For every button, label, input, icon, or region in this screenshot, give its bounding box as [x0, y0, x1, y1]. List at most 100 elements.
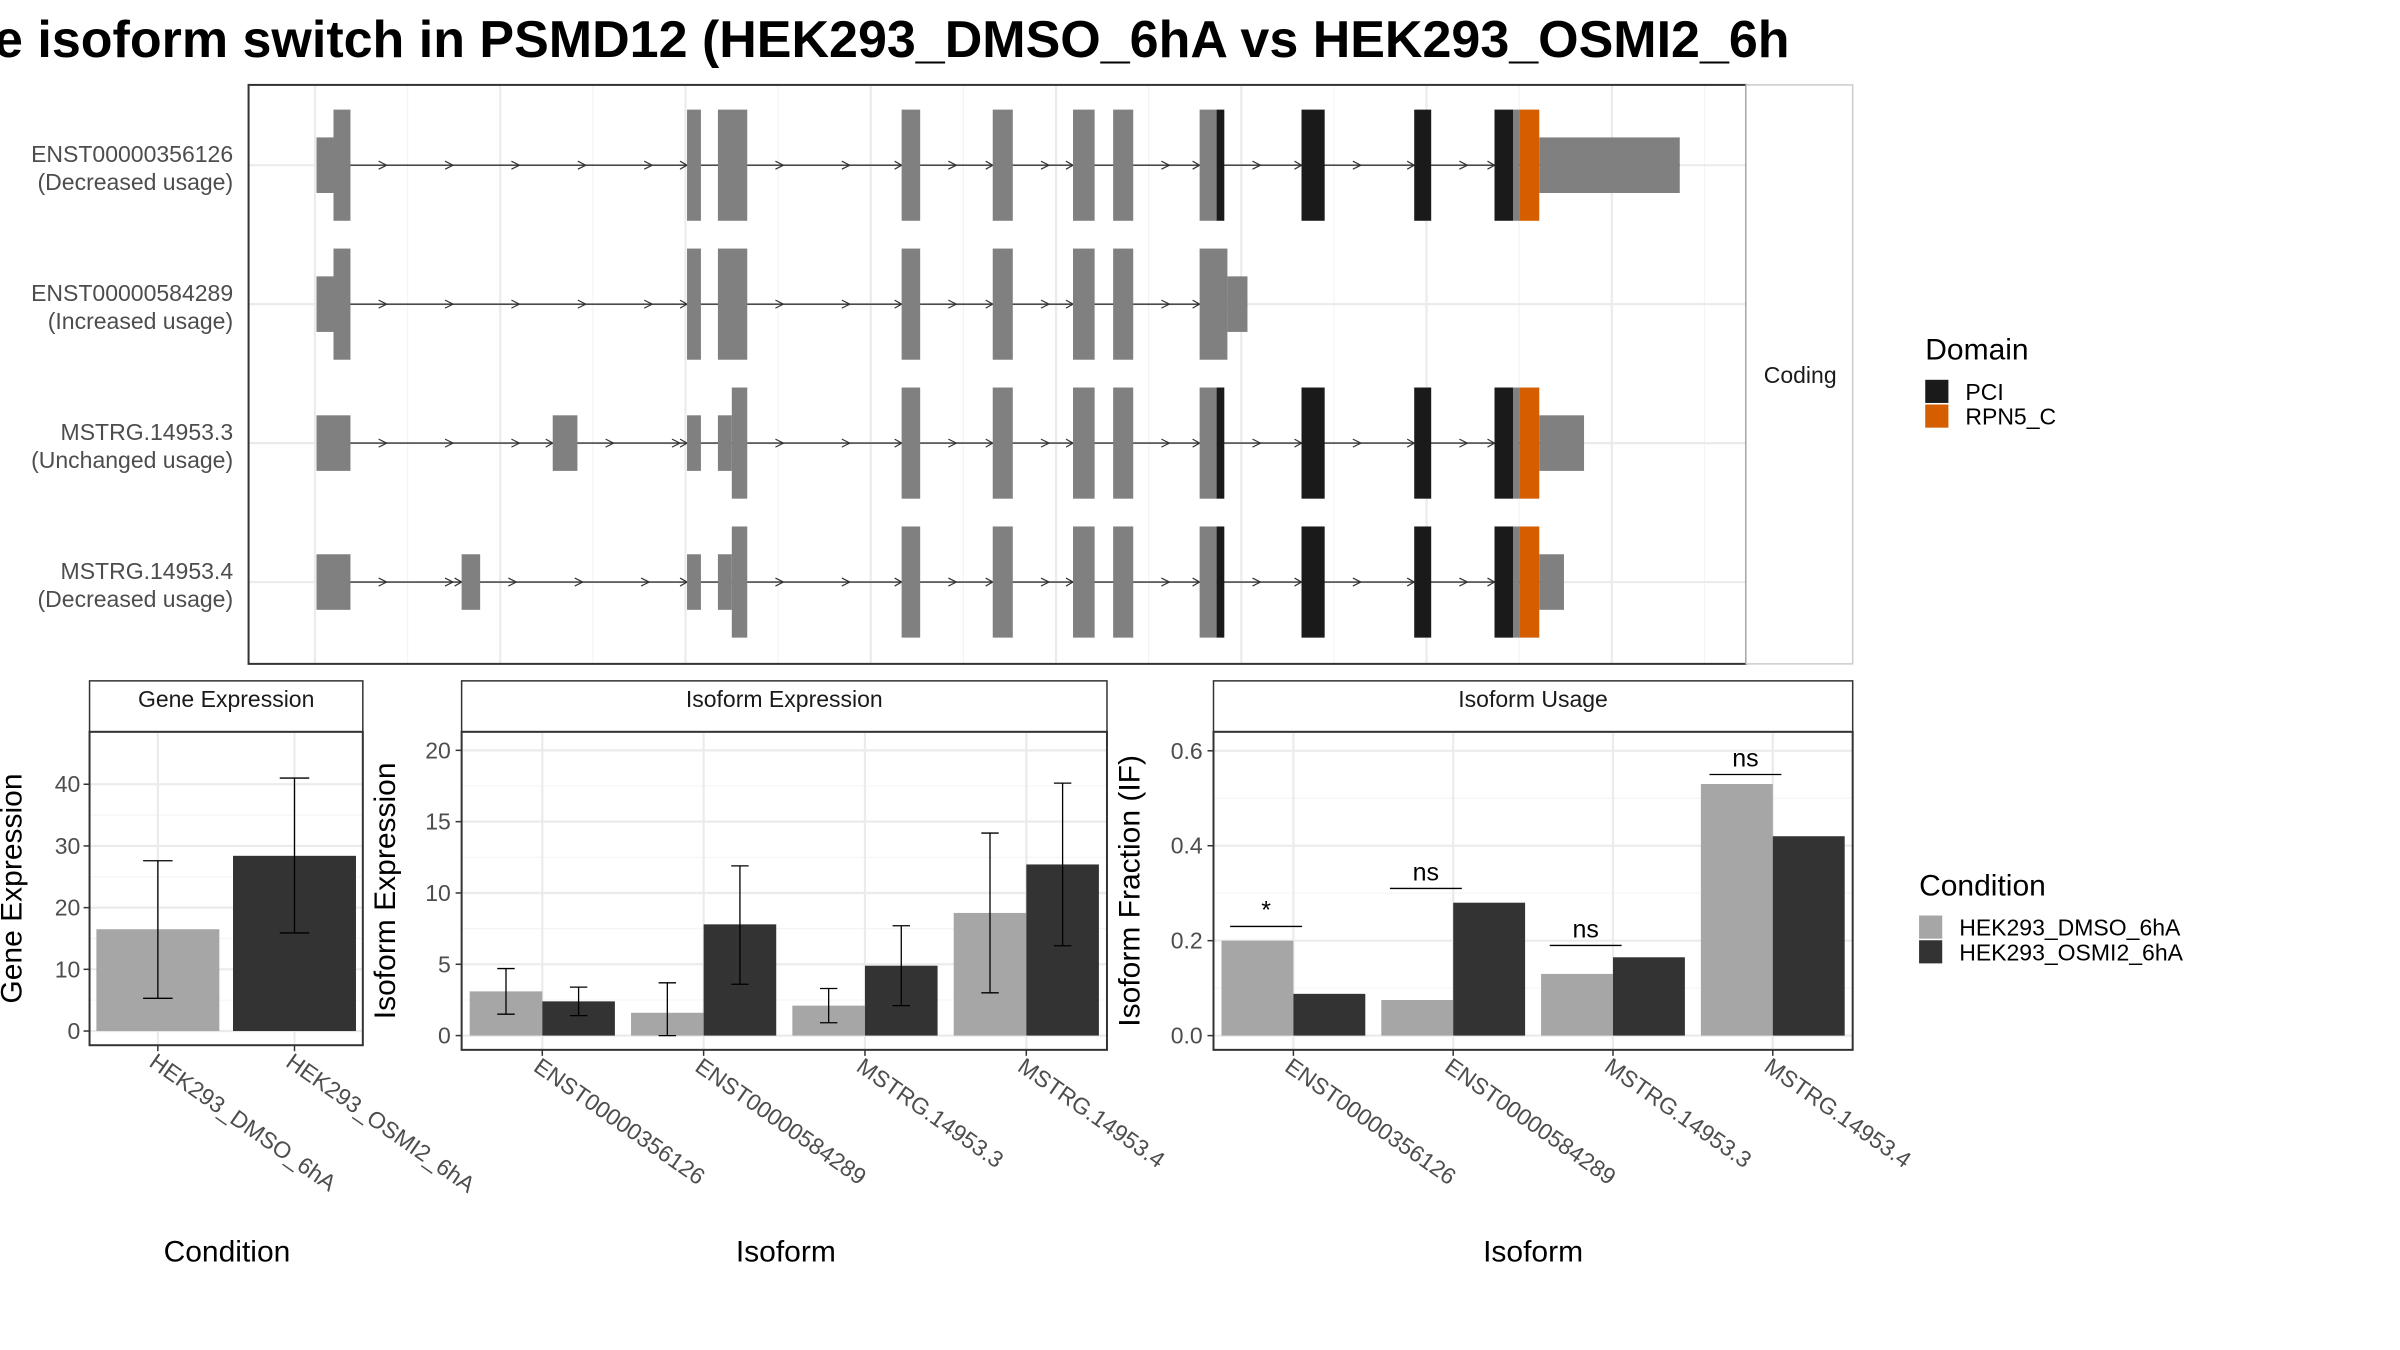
- exon-coding: [992, 526, 1013, 638]
- exon-domain-pci: [1301, 526, 1325, 638]
- exon-utr: [1227, 276, 1248, 332]
- intron-direction-arrow: [1406, 438, 1416, 448]
- y-tick-label: 0.6: [1171, 738, 1203, 764]
- significance-label: ns: [1732, 745, 1758, 773]
- y-tick-label: 0.4: [1171, 833, 1203, 859]
- facet-strip-label: Coding: [1764, 362, 1837, 388]
- intron-direction-arrow: [378, 299, 389, 309]
- x-axis-title: Isoform: [736, 1235, 836, 1268]
- chart-panel-isoform-expression: Isoform Expression 0 5 10 15 20 ENST0000035612…: [369, 680, 1170, 1268]
- y-tick-label: 10: [425, 880, 451, 906]
- intron-direction-arrow: [948, 160, 958, 170]
- intron-direction-arrow: [1161, 438, 1171, 448]
- bar-hek293_osmi2_6ha: [1453, 902, 1526, 1036]
- bar-hek293_dmso_6ha: [1221, 940, 1294, 1036]
- x-tick-label: MSTRG.14953.4: [1760, 1053, 1916, 1173]
- intron-direction-arrow: [1065, 160, 1075, 170]
- intron-direction-arrow: [1040, 438, 1051, 448]
- condition-legend-title: Condition: [1919, 869, 2046, 902]
- exon-coding: [901, 387, 921, 499]
- transcript-usage-label: (Unchanged usage): [31, 447, 233, 473]
- exon-domain-rpn5-c: [1519, 387, 1540, 499]
- intron-direction-arrow: [948, 577, 958, 587]
- intron-direction-arrow: [1192, 577, 1201, 587]
- domain-legend-swatch: [1925, 379, 1949, 403]
- intron-direction-arrow: [1406, 577, 1416, 587]
- intron-direction-arrow: [841, 160, 852, 170]
- intron-direction-arrow: [841, 577, 852, 587]
- transcript-structure-panel: ENST00000356126(Decreased usage)ENST0000…: [31, 83, 1854, 665]
- intron-direction-arrow: [444, 577, 455, 587]
- exon-coding: [992, 387, 1013, 499]
- domain-legend-swatch: [1925, 404, 1949, 428]
- exon-utr: [717, 415, 732, 471]
- exon-domain-pci: [1414, 109, 1432, 221]
- exon-coding: [1513, 387, 1520, 499]
- y-tick-label: 40: [55, 771, 81, 797]
- chart-panel-border: [460, 730, 1108, 1051]
- exon-utr: [1539, 137, 1680, 193]
- chart-panel-border: [1212, 730, 1854, 1051]
- exon-utr: [687, 554, 701, 610]
- exon-coding: [901, 526, 921, 638]
- y-tick-label: 10: [55, 956, 81, 982]
- x-tick-label: ENST00000356126: [529, 1053, 709, 1190]
- x-tick-label: MSTRG.14953.4: [1013, 1053, 1169, 1173]
- intron-direction-arrow: [1252, 577, 1262, 587]
- intron-direction-arrow: [1065, 299, 1075, 309]
- intron-direction-arrow: [577, 299, 588, 309]
- exon-utr: [316, 415, 351, 471]
- exon-utr: [316, 137, 334, 193]
- intron-direction-arrow: [1040, 577, 1051, 587]
- exon-coding: [1113, 387, 1134, 499]
- y-tick-label: 0: [438, 1023, 451, 1049]
- intron-direction-arrow: [1192, 438, 1201, 448]
- exon-coding: [1113, 109, 1134, 221]
- exon-domain-pci: [1494, 109, 1514, 221]
- exon-coding: [1513, 109, 1520, 221]
- exon-utr: [687, 415, 701, 471]
- intron-direction-arrow: [444, 160, 455, 170]
- chart-strip-title: Gene Expression: [138, 686, 314, 712]
- intron-direction-arrow: [378, 160, 389, 170]
- y-axis-title: Isoform Fraction (IF): [1113, 755, 1146, 1027]
- exon-domain-pci: [1216, 109, 1225, 221]
- intron-direction-arrow: [841, 299, 852, 309]
- y-tick-label: 30: [55, 833, 81, 859]
- intron-direction-arrow: [643, 160, 654, 170]
- intron-direction-arrow: [1252, 438, 1262, 448]
- chart-strip: [88, 680, 364, 733]
- bar-hek293_osmi2_6ha: [1612, 957, 1685, 1036]
- transcript-usage-label: (Increased usage): [48, 308, 233, 334]
- bar-hek293_dmso_6ha: [1541, 973, 1613, 1036]
- y-tick-label: 5: [438, 951, 451, 977]
- transcript-track: [316, 526, 1564, 638]
- transcript-track: [316, 109, 1680, 221]
- exon-domain-pci: [1414, 387, 1432, 499]
- exon-coding: [992, 109, 1013, 221]
- exon-coding: [1113, 248, 1134, 360]
- condition-legend-swatch: [1919, 940, 1943, 964]
- condition-legend-swatch: [1919, 915, 1943, 939]
- exon-utr: [1539, 415, 1585, 471]
- chart-panel-border: [88, 730, 364, 1047]
- intron-direction-arrow: [948, 299, 958, 309]
- exon-utr: [1539, 554, 1564, 610]
- intron-direction-arrow: [378, 577, 389, 587]
- x-axis-title: Isoform: [1483, 1235, 1583, 1268]
- exon-coding: [687, 248, 701, 360]
- intron-direction-arrow: [511, 299, 521, 309]
- transcript-id-label: ENST00000584289: [31, 280, 233, 306]
- exon-coding: [717, 109, 748, 221]
- intron-direction-arrow: [1065, 577, 1075, 587]
- intron-direction-arrow: [508, 577, 518, 587]
- y-tick-label: 0.0: [1171, 1023, 1203, 1049]
- exon-coding: [333, 248, 351, 360]
- intron-direction-arrow: [577, 160, 588, 170]
- domain-legend-title: Domain: [1925, 334, 2028, 367]
- intron-direction-arrow: [775, 438, 785, 448]
- exon-domain-pci: [1414, 526, 1432, 638]
- intron-direction-arrow: [511, 160, 521, 170]
